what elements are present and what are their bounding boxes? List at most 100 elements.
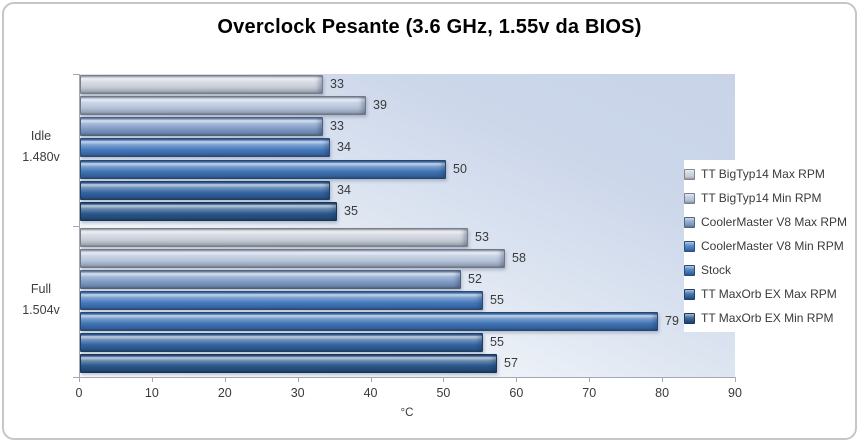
bar-value-label: 39 (373, 98, 387, 113)
bar-value-label: 58 (512, 251, 526, 265)
bar (80, 312, 658, 331)
bar-row: 50 (80, 159, 735, 179)
legend-swatch (684, 168, 695, 180)
x-tick (516, 377, 518, 382)
bar-row: 34 (80, 180, 735, 200)
bar (80, 228, 468, 247)
x-tick (79, 377, 80, 382)
bar-value-label: 50 (453, 161, 467, 176)
x-tick-label: 60 (509, 386, 524, 400)
legend-item: Stock (684, 258, 855, 282)
x-tick (151, 377, 153, 382)
x-tick (443, 377, 445, 382)
legend-item: TT MaxOrb EX Min RPM (684, 306, 855, 330)
x-axis-title: °C (400, 407, 414, 419)
category-label: Full 1.504v (10, 279, 72, 321)
bar (80, 201, 337, 221)
x-axis-line (74, 377, 736, 378)
legend-swatch (684, 288, 695, 300)
bar (80, 75, 323, 94)
bar (80, 117, 323, 137)
bar-row: 52 (80, 270, 735, 289)
category-label-line: Full (30, 282, 52, 296)
chart-title: Overclock Pesante (3.6 GHz, 1.55v da BIO… (217, 16, 642, 38)
bar-row: 33 (80, 75, 735, 94)
legend-swatch (684, 312, 695, 324)
x-tick-label: 30 (290, 386, 305, 400)
legend-swatch (684, 240, 695, 252)
x-tick (370, 377, 372, 382)
x-tick-label: 90 (728, 386, 742, 400)
bar (80, 291, 483, 310)
x-tick (224, 377, 226, 382)
legend-item: TT MaxOrb EX Max RPM (684, 282, 855, 306)
bar-row: 53 (80, 228, 735, 247)
legend-item: TT BigTyp14 Min RPM (684, 186, 855, 210)
x-tick (589, 377, 591, 382)
bar-row: 58 (80, 249, 735, 268)
x-tick-label: 40 (363, 386, 378, 400)
bar (80, 270, 461, 289)
legend-swatch (684, 192, 695, 204)
bar (80, 354, 497, 373)
category-label-line: Idle (30, 129, 52, 143)
legend-label: Stock (701, 263, 732, 277)
y-axis-tick (73, 74, 80, 75)
legend-swatch (684, 216, 695, 228)
legend-label: TT BigTyp14 Min RPM (701, 191, 822, 205)
x-tick-label: 80 (655, 386, 670, 400)
x-tick-label: 20 (217, 386, 232, 400)
bar-value-label: 53 (475, 230, 489, 244)
y-axis-tick (73, 226, 80, 227)
legend-label: TT BigTyp14 Max RPM (701, 167, 825, 181)
bar-row: 35 (80, 201, 735, 221)
bar (80, 159, 446, 179)
x-tick-label: 0 (75, 386, 83, 400)
x-tick (735, 377, 736, 382)
bar (80, 96, 366, 116)
bar-value-label: 52 (468, 272, 482, 286)
plot-area: 33 39 33 34 50 34 35 53 58 52 55 79 55 57 (79, 74, 735, 377)
x-tick-label: 70 (582, 386, 597, 400)
bar-value-label: 33 (330, 119, 344, 134)
bar-value-label: 57 (504, 356, 518, 370)
x-tick-label: 10 (144, 386, 159, 400)
category-label-line: 1.480v (22, 150, 60, 164)
bar-value-label: 34 (337, 182, 351, 197)
legend-swatch (684, 264, 695, 276)
bar-row: 57 (80, 354, 735, 373)
category-label: Idle 1.480v (10, 126, 72, 168)
bar-value-label: 34 (337, 140, 351, 155)
x-tick (662, 377, 664, 382)
x-tick-label: 50 (436, 386, 451, 400)
bar-row: 39 (80, 96, 735, 116)
x-tick (297, 377, 299, 382)
bar-group: 53 58 52 55 79 55 57 (80, 228, 735, 373)
bar-value-label: 55 (490, 335, 504, 349)
bar (80, 180, 330, 200)
bar-row: 55 (80, 291, 735, 310)
bar (80, 333, 483, 352)
bar-row: 33 (80, 117, 735, 137)
bar-value-label: 55 (490, 293, 504, 307)
legend-item: CoolerMaster V8 Min RPM (684, 234, 855, 258)
legend-item: TT BigTyp14 Max RPM (684, 162, 855, 186)
bar (80, 249, 505, 268)
bar-group: 33 39 33 34 50 34 35 (80, 75, 735, 221)
bar (80, 138, 330, 158)
bar-value-label: 33 (330, 77, 344, 91)
bar-row: 55 (80, 333, 735, 352)
bar-row: 34 (80, 138, 735, 158)
category-label-line: 1.504v (22, 303, 60, 317)
legend-item: CoolerMaster V8 Max RPM (684, 210, 855, 234)
y-axis-tick (73, 377, 80, 378)
bar-value-label: 35 (344, 203, 358, 218)
legend-label: CoolerMaster V8 Max RPM (701, 215, 848, 229)
bar-row: 79 (80, 312, 735, 331)
legend-label: TT MaxOrb EX Max RPM (701, 287, 837, 301)
legend-label: CoolerMaster V8 Min RPM (701, 239, 844, 253)
legend: TT BigTyp14 Max RPM TT BigTyp14 Min RPM Co… (684, 160, 855, 332)
bar-value-label: 79 (665, 314, 679, 328)
legend-label: TT MaxOrb EX Min RPM (701, 311, 834, 325)
